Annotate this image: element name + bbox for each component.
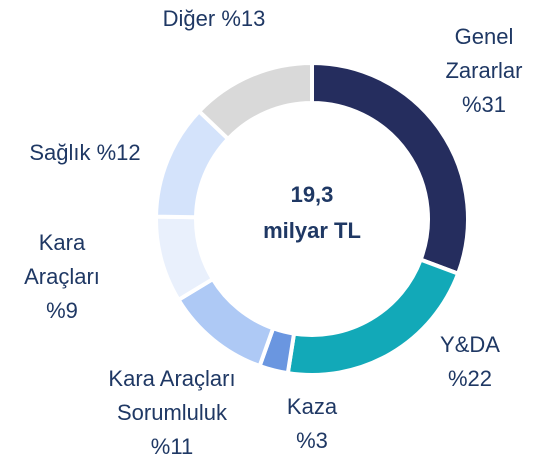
category-label: Kara Araçları Sorumluluk [108, 366, 236, 425]
segment-label: Diğer %13 [114, 2, 314, 36]
segment-label: Kara Araçları %9 [12, 226, 112, 328]
category-label: Sağlık [29, 140, 91, 165]
category-label: Kara Araçları [24, 230, 100, 289]
segment-label: Y&DA %22 [415, 328, 525, 396]
value-label: %13 [221, 6, 266, 31]
category-label: Diğer [162, 6, 216, 31]
center-unit: milyar TL [263, 218, 361, 243]
segment-label: Sağlık %12 [0, 136, 185, 170]
category-label: Kaza [286, 394, 338, 419]
segment-label: Genel Zararlar %31 [429, 20, 539, 122]
segment-label: Kara Araçları Sorumluluk %11 [82, 362, 262, 464]
value-label: %12 [96, 140, 141, 165]
category-label: Genel Zararlar [445, 24, 523, 83]
donut-segment [196, 60, 314, 142]
value-label: %22 [447, 366, 493, 391]
value-label: %3 [296, 428, 328, 453]
value-label: %31 [461, 92, 507, 117]
value-label: %9 [46, 298, 78, 323]
center-value: 19,3 [291, 182, 334, 207]
segment-label: Kaza %3 [272, 390, 352, 458]
value-label: %11 [150, 434, 194, 459]
category-label: Y&DA [440, 332, 500, 357]
